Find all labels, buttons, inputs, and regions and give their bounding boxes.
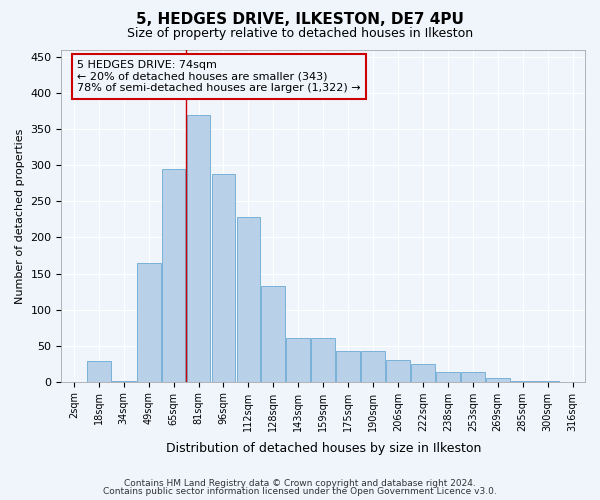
Y-axis label: Number of detached properties: Number of detached properties bbox=[15, 128, 25, 304]
Bar bbox=[461, 372, 485, 382]
Text: Contains HM Land Registry data © Crown copyright and database right 2024.: Contains HM Land Registry data © Crown c… bbox=[124, 478, 476, 488]
Bar bbox=[137, 262, 161, 382]
Bar bbox=[486, 378, 509, 382]
Text: Size of property relative to detached houses in Ilkeston: Size of property relative to detached ho… bbox=[127, 28, 473, 40]
Bar bbox=[187, 115, 211, 382]
Bar bbox=[361, 350, 385, 382]
Bar bbox=[212, 174, 235, 382]
Bar bbox=[87, 362, 110, 382]
Bar bbox=[286, 338, 310, 382]
Bar bbox=[311, 338, 335, 382]
Bar bbox=[386, 360, 410, 382]
Text: Contains public sector information licensed under the Open Government Licence v3: Contains public sector information licen… bbox=[103, 487, 497, 496]
Bar bbox=[262, 286, 285, 382]
Bar bbox=[236, 218, 260, 382]
X-axis label: Distribution of detached houses by size in Ilkeston: Distribution of detached houses by size … bbox=[166, 442, 481, 455]
Bar bbox=[436, 372, 460, 382]
Bar bbox=[511, 381, 535, 382]
Bar bbox=[112, 381, 136, 382]
Text: 5, HEDGES DRIVE, ILKESTON, DE7 4PU: 5, HEDGES DRIVE, ILKESTON, DE7 4PU bbox=[136, 12, 464, 28]
Bar bbox=[162, 169, 185, 382]
Bar bbox=[411, 364, 435, 382]
Text: 5 HEDGES DRIVE: 74sqm
← 20% of detached houses are smaller (343)
78% of semi-det: 5 HEDGES DRIVE: 74sqm ← 20% of detached … bbox=[77, 60, 361, 93]
Bar bbox=[336, 350, 360, 382]
Bar bbox=[536, 381, 559, 382]
